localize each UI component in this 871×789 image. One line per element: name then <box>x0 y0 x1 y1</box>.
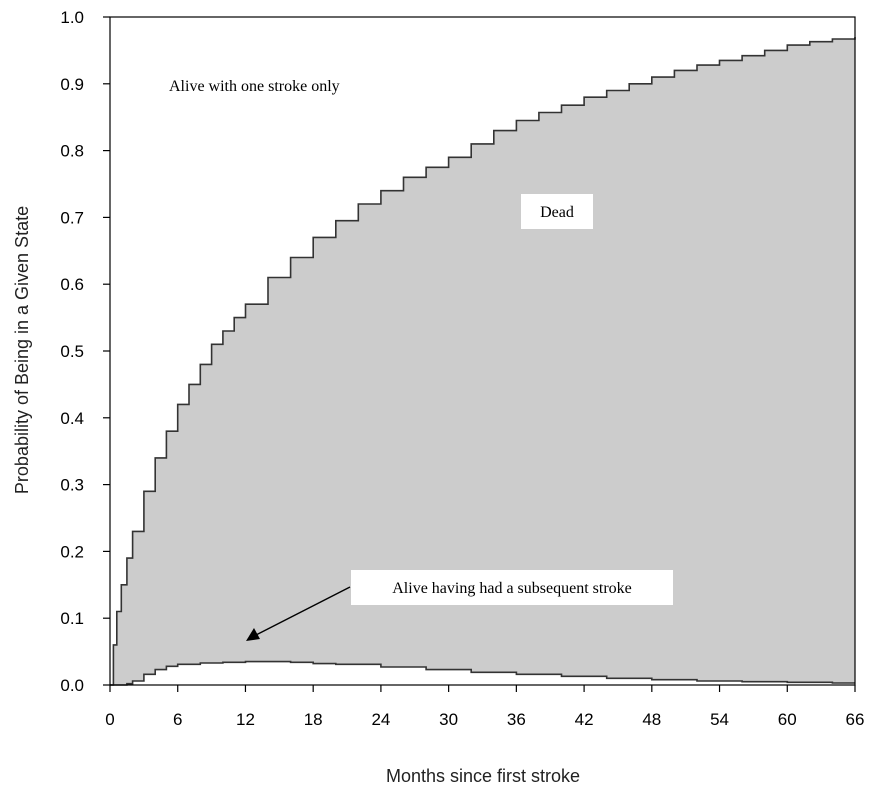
x-tick-label: 60 <box>778 710 797 729</box>
y-tick-label: 0.1 <box>60 609 84 628</box>
x-tick-label: 12 <box>236 710 255 729</box>
annotation-alive-one-stroke: Alive with one stroke only <box>169 78 340 95</box>
series-lines <box>110 37 856 686</box>
annotation-subsequent-stroke: Alive having had a subsequent stroke <box>392 580 632 597</box>
y-tick-label: 0.0 <box>60 676 84 695</box>
x-tick-label: 66 <box>846 710 865 729</box>
x-tick-label: 48 <box>642 710 661 729</box>
x-tick-label: 42 <box>575 710 594 729</box>
x-tick-label: 18 <box>304 710 323 729</box>
y-tick-label: 1.0 <box>60 8 84 27</box>
annotation-arrow-line <box>255 586 351 636</box>
x-tick-label: 0 <box>105 710 114 729</box>
annotation-arrow-head <box>246 628 260 641</box>
x-tick-label: 6 <box>173 710 182 729</box>
x-tick-label: 30 <box>439 710 458 729</box>
annotation-dead: Dead <box>540 204 574 221</box>
y-tick-label: 0.6 <box>60 275 84 294</box>
y-tick-label: 0.3 <box>60 476 84 495</box>
y-tick-label: 0.4 <box>60 409 84 428</box>
x-axis: 0 6 12 18 24 30 36 42 48 54 60 66 <box>105 685 864 729</box>
area-fills <box>110 37 855 685</box>
series-line-dead <box>110 37 856 686</box>
x-axis-title: Months since first stroke <box>386 766 580 786</box>
y-axis: 0.0 0.1 0.2 0.3 0.4 0.5 0.6 0.7 0.8 0.9 1.0 <box>60 8 110 695</box>
y-axis-title: Probability of Being in a Given State <box>12 206 32 494</box>
dead-area <box>110 37 855 685</box>
y-tick-label: 0.5 <box>60 342 84 361</box>
y-tick-label: 0.8 <box>60 142 84 161</box>
y-tick-label: 0.7 <box>60 208 84 227</box>
x-tick-label: 36 <box>507 710 526 729</box>
y-tick-label: 0.9 <box>60 75 84 94</box>
y-tick-label: 0.2 <box>60 542 84 561</box>
annotation-subsequent-box <box>351 570 673 605</box>
x-tick-label: 54 <box>710 710 729 729</box>
annotation-dead-box <box>521 194 593 229</box>
x-tick-label: 24 <box>371 710 390 729</box>
series-line-subsequent-stroke <box>110 660 855 686</box>
